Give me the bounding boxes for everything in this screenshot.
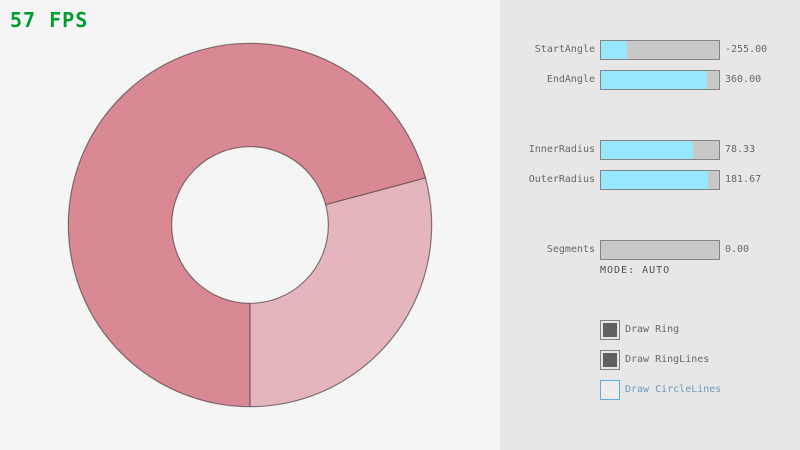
draw-ringlines-label: Draw RingLines [625,354,710,365]
slider-fill-bar [601,141,694,159]
checkbox-row-draw-ring: Draw Ring [600,320,800,340]
innerradius-label: InnerRadius [528,144,595,155]
draw-circlelines-label: Draw CircleLines [625,384,722,395]
slider-fill-bar [601,171,709,189]
startangle-value: -255.00 [725,44,768,55]
endangle-value: 360.00 [725,74,762,85]
checkmark-icon [603,383,617,397]
segments-label: Segments [546,244,595,255]
slider-row-startangle: StartAngle -255.00 [500,40,800,60]
checkbox-row-draw-ringlines: Draw RingLines [600,350,800,370]
slider-row-endangle: EndAngle 360.00 [500,70,800,90]
draw-circlelines-checkbox[interactable] [600,380,620,400]
slider-row-segments: Segments 0.00 [500,240,800,260]
checkmark-icon [603,353,617,367]
endangle-label: EndAngle [546,74,595,85]
startangle-slider[interactable] [600,40,720,60]
slider-row-innerradius: InnerRadius 78.33 [500,140,800,160]
checkbox-row-draw-circlelines: Draw CircleLines [600,380,800,400]
outerradius-value: 181.67 [725,174,762,185]
outerradius-slider[interactable] [600,170,720,190]
slider-row-outerradius: OuterRadius 181.67 [500,170,800,190]
slider-fill-bar [601,71,708,89]
startangle-label: StartAngle [534,44,595,55]
endangle-slider[interactable] [600,70,720,90]
innerradius-value: 78.33 [725,144,756,155]
draw-ring-label: Draw Ring [625,324,680,335]
slider-fill-bar [601,41,627,59]
innerradius-slider[interactable] [600,140,720,160]
draw-ring-checkbox[interactable] [600,320,620,340]
segments-value: 0.00 [725,244,750,255]
checkmark-icon [603,323,617,337]
fps-counter: 57 FPS [10,8,89,32]
draw-ringlines-checkbox[interactable] [600,350,620,370]
segments-mode-text: MODE: AUTO [600,265,671,276]
segments-slider[interactable] [600,240,720,260]
outerradius-label: OuterRadius [528,174,595,185]
